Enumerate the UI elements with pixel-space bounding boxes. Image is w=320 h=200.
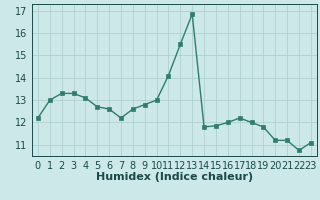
X-axis label: Humidex (Indice chaleur): Humidex (Indice chaleur) [96,172,253,182]
